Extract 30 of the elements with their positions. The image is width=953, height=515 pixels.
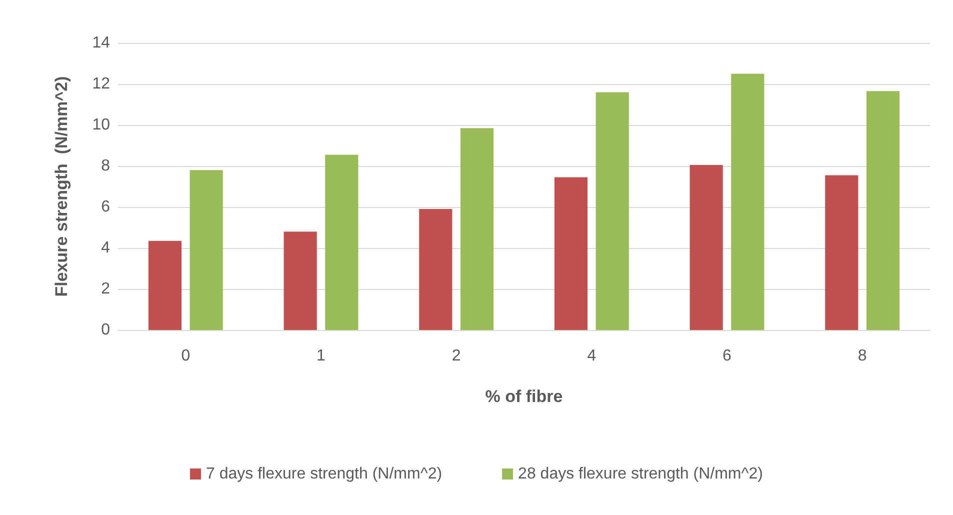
bar [148,240,182,330]
bar [866,91,900,330]
y-tick-label: 14 [92,34,110,52]
x-tick-label: 8 [858,348,867,364]
bar [596,92,629,330]
bar [284,232,317,330]
bar [690,164,723,330]
y-tick-label: 4 [101,240,110,256]
x-tick-label: 2 [452,348,461,364]
x-tick-label: 4 [587,348,596,364]
y-tick-label: 6 [101,198,110,216]
x-tick-label: 0 [181,348,190,364]
x-tick-label: 6 [722,348,732,364]
bar [554,177,588,330]
legend-label: 7 days flexure strength (N/mm^2) [206,466,442,482]
bar [731,74,764,330]
y-axis-title: Flexure strength (N/mm^2) [52,76,71,297]
bar [190,170,223,330]
x-tick-label: 1 [316,348,326,364]
y-tick-label: 8 [101,158,110,174]
bar [460,128,494,330]
y-tick-label: 0 [101,322,110,338]
x-axis-title: % of fibre [485,387,563,406]
legend-label: 28 days flexure strength (N/mm^2) [518,466,763,482]
y-tick-label: 2 [101,280,110,298]
bar [419,209,452,330]
y-tick-label: 12 [92,76,110,92]
y-tick-label: 10 [92,116,110,134]
bar [325,154,358,330]
bar [825,175,858,330]
